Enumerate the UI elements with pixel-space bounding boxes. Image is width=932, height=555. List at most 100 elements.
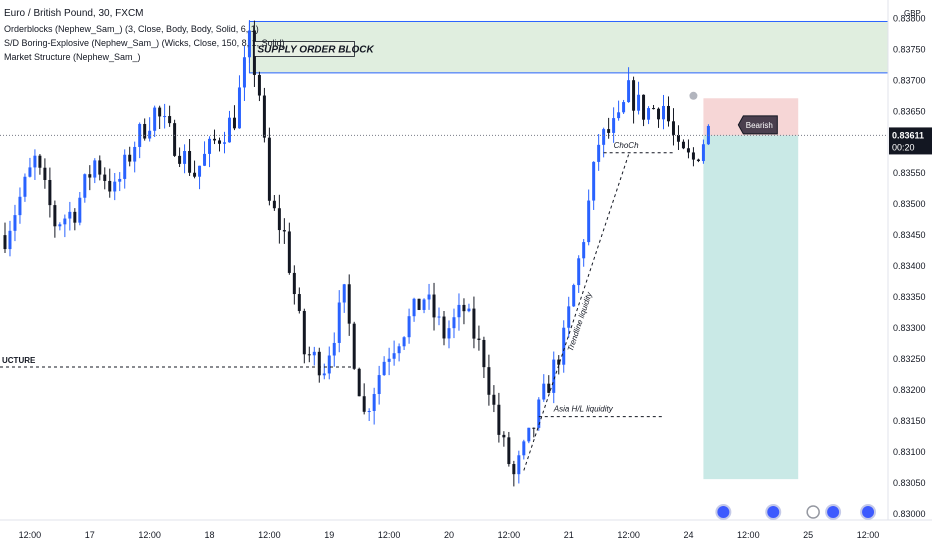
candle — [23, 173, 27, 202]
candle — [696, 158, 700, 163]
candle-body — [367, 410, 371, 412]
candle — [128, 146, 132, 167]
candle — [183, 144, 187, 174]
candle-body — [48, 179, 52, 206]
price-tick-label: 0.83500 — [893, 199, 926, 209]
candle-body — [302, 310, 306, 355]
candle — [706, 124, 710, 145]
candle-body — [686, 148, 690, 153]
candle-body — [227, 117, 231, 143]
price-tick-label: 0.83400 — [893, 261, 926, 271]
candle — [297, 287, 301, 314]
bar-countdown-label: 00:20 — [892, 142, 915, 152]
candle — [203, 141, 207, 167]
economic-event-group-icon[interactable] — [806, 505, 820, 519]
candle — [88, 165, 92, 191]
candle — [143, 118, 147, 141]
candle — [447, 320, 451, 349]
candle — [18, 187, 22, 224]
candle — [671, 108, 675, 146]
candle-body — [452, 317, 456, 329]
candle — [58, 222, 62, 231]
candle — [701, 139, 705, 164]
candle — [597, 134, 601, 171]
candle-body — [387, 358, 391, 362]
economic-event-icon[interactable] — [825, 504, 842, 520]
candle-body — [622, 102, 626, 113]
candle — [168, 105, 172, 127]
candle — [627, 67, 631, 103]
candle — [178, 147, 182, 168]
candle-body — [372, 394, 376, 411]
economic-event-icon[interactable] — [765, 504, 782, 520]
economic-event-icon[interactable] — [860, 504, 877, 520]
candle — [577, 255, 581, 293]
candle — [367, 408, 371, 421]
candle-body — [53, 205, 57, 227]
candle-body — [88, 174, 92, 178]
candle — [198, 165, 202, 190]
candle-body — [562, 327, 566, 365]
candle — [73, 208, 77, 231]
candle-body — [567, 306, 571, 328]
candle — [542, 374, 546, 402]
target-zone[interactable] — [703, 135, 799, 480]
candle-body — [232, 117, 236, 129]
candle — [133, 141, 137, 173]
candle — [502, 431, 506, 447]
candle-body — [307, 354, 311, 356]
candle — [612, 107, 616, 143]
candle — [552, 351, 556, 404]
candle-body — [407, 316, 411, 338]
candle — [262, 87, 266, 143]
candle — [123, 149, 127, 189]
candle — [582, 239, 586, 267]
candle-body — [93, 160, 97, 178]
candle-body — [647, 108, 651, 120]
economic-event-icon[interactable] — [715, 504, 732, 520]
candle-body — [123, 154, 127, 179]
candle-body — [671, 121, 675, 135]
candle-body — [28, 167, 32, 177]
candle-body — [517, 455, 521, 475]
candle-body — [527, 427, 531, 442]
candle — [507, 431, 511, 467]
candle — [188, 138, 192, 176]
candle — [222, 131, 226, 154]
candle — [312, 346, 316, 366]
candle — [173, 119, 177, 157]
time-tick-label: 21 — [564, 530, 574, 540]
asia-liquidity-label: Asia H/L liquidity — [553, 405, 614, 414]
candle-body — [108, 180, 112, 192]
candle-body — [537, 399, 541, 428]
candle-body — [457, 304, 461, 318]
candle — [517, 450, 521, 484]
candle-body — [572, 285, 576, 307]
current-price-badge — [889, 127, 932, 155]
candle-body — [467, 308, 471, 312]
candle — [213, 129, 217, 145]
candle-body — [402, 337, 406, 347]
candle — [43, 158, 47, 189]
supply-label-box — [254, 41, 355, 57]
supply-order-block[interactable] — [248, 20, 889, 74]
candle-body — [143, 123, 147, 139]
time-tick-label: 24 — [683, 530, 693, 540]
candle-body — [33, 155, 37, 168]
candle-body — [392, 353, 396, 359]
candle-body — [128, 154, 132, 162]
candle — [13, 204, 17, 242]
candle — [487, 354, 491, 406]
candle-body — [497, 404, 501, 435]
candle — [512, 460, 516, 487]
candle-body — [178, 155, 182, 164]
candle — [247, 20, 251, 63]
candle-body — [652, 108, 656, 110]
candle — [666, 96, 670, 127]
candle-body — [487, 367, 491, 395]
candle — [547, 375, 551, 394]
candle-body — [612, 118, 616, 133]
indicator-legend-item: Orderblocks (Nephew_Sam_) (3, Close, Bod… — [4, 24, 259, 34]
candle-body — [78, 197, 82, 223]
